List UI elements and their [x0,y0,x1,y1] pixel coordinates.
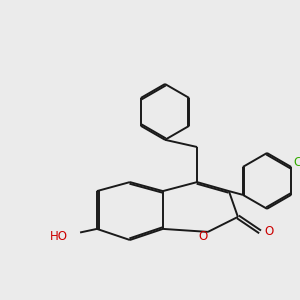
Text: O: O [199,230,208,244]
Text: O: O [265,225,274,239]
Text: Cl: Cl [294,156,300,169]
Text: HO: HO [50,230,68,244]
